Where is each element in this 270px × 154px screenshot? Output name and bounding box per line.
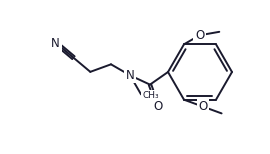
Text: O: O xyxy=(153,100,162,113)
Text: CH₃: CH₃ xyxy=(142,91,159,100)
Text: O: O xyxy=(198,100,207,113)
Text: N: N xyxy=(126,69,134,82)
Text: O: O xyxy=(195,29,204,42)
Text: N: N xyxy=(51,37,60,50)
